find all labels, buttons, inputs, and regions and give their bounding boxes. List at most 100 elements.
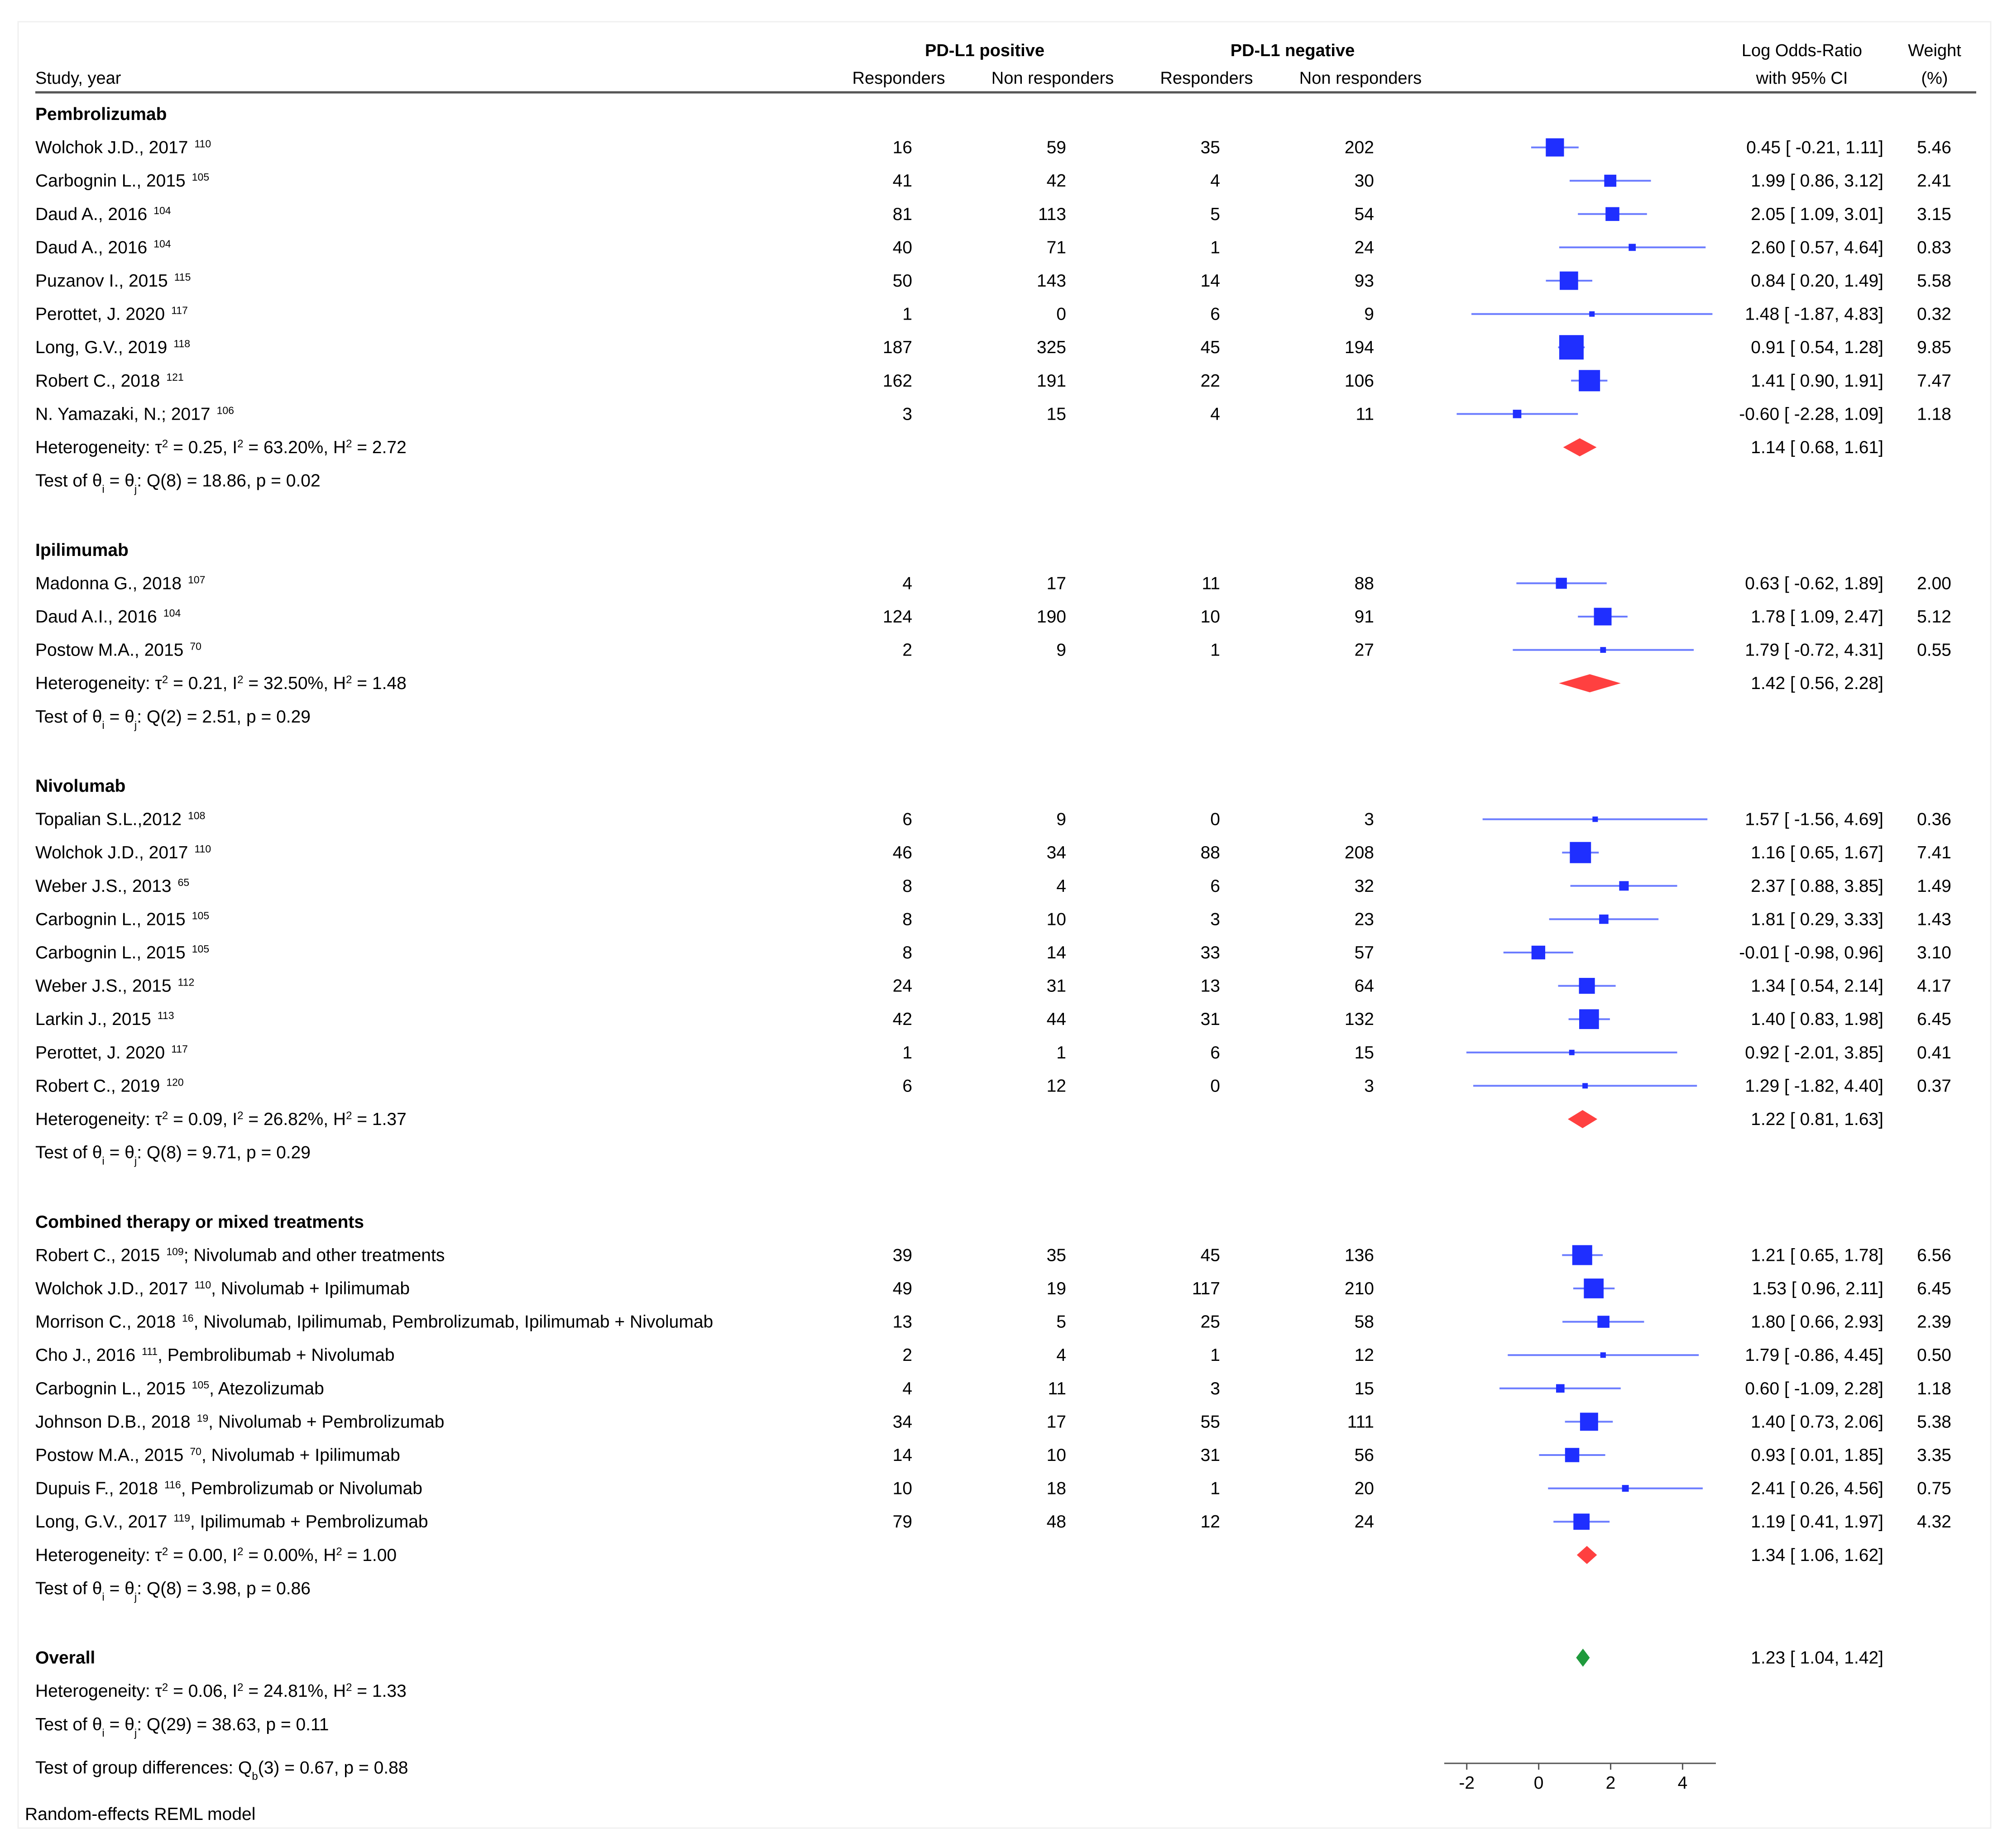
subgroup-title: Ipilimumab (35, 541, 129, 560)
pos-nonresponders-cell: 35 (1047, 1245, 1066, 1265)
comma: , (246, 471, 256, 491)
weight-cell: 0.75 (1917, 1479, 1951, 1499)
h2-label: , H (323, 1110, 346, 1129)
test-label: Test of θ (35, 707, 102, 727)
study-treatment-note: , Nivolumab + Ipilimumab (201, 1446, 400, 1465)
group-diff-label: Test of group differences: Q (35, 1758, 252, 1777)
study-marker (1556, 578, 1567, 589)
group-diff-value: (3) = 0.67, p = 0.88 (258, 1758, 408, 1777)
colon: : (137, 1579, 147, 1598)
col-header-weight-pct: (%) (1921, 69, 1948, 88)
superscript: 2 (162, 1545, 168, 1557)
study-reference: 117 (171, 305, 188, 316)
p-value: p = 0.11 (266, 1715, 329, 1734)
study-name: Robert C., 2015 (35, 1245, 160, 1265)
pos-responders-cell: 162 (883, 371, 912, 391)
col-header-pos-responders: Responders (853, 69, 945, 88)
neg-responders-cell: 25 (1201, 1312, 1220, 1332)
study-name: Larkin J., 2015 (35, 1010, 151, 1029)
pos-nonresponders-cell: 143 (1037, 271, 1066, 291)
pos-nonresponders-cell: 48 (1047, 1512, 1066, 1532)
neg-responders-cell: 6 (1210, 1043, 1220, 1063)
study-name: Postow M.A., 2015 (35, 1446, 183, 1465)
neg-responders-cell: 1 (1210, 641, 1220, 660)
pos-responders-cell: 187 (883, 338, 912, 357)
study-marker (1570, 842, 1591, 863)
study-label: Weber J.S., 2013 65 (35, 876, 189, 896)
pos-nonresponders-cell: 71 (1047, 238, 1066, 257)
neg-responders-cell: 45 (1201, 1245, 1220, 1265)
subscript: i (102, 1591, 104, 1603)
study-label: Daud A., 2016 104 (35, 205, 171, 224)
superscript: 2 (346, 438, 352, 450)
weight-cell: 1.49 (1917, 876, 1951, 896)
study-treatment-note: ; Nivolumab and other treatments (184, 1245, 445, 1265)
weight-cell: 1.18 (1917, 1379, 1951, 1398)
study-marker (1604, 174, 1617, 187)
col-header-effect-ci: with 95% CI (1756, 69, 1848, 88)
study-reference: 115 (174, 271, 191, 283)
study-reference: 109 (166, 1245, 183, 1257)
pos-responders-cell: 13 (893, 1312, 912, 1332)
i2-value: 24.81% (263, 1681, 323, 1701)
weight-cell: 5.46 (1917, 138, 1951, 158)
study-marker (1629, 244, 1636, 251)
neg-responders-cell: 117 (1192, 1279, 1220, 1298)
neg-nonresponders-cell: 57 (1355, 943, 1374, 962)
effect-estimate-ci: 1.21 [ 0.65, 1.78] (1751, 1245, 1883, 1265)
pos-nonresponders-cell: 9 (1056, 810, 1066, 829)
study-reference: 112 (178, 977, 195, 988)
study-marker (1599, 914, 1609, 924)
neg-responders-cell: 10 (1201, 607, 1220, 627)
effect-estimate-ci: 0.45 [ -0.21, 1.11] (1746, 138, 1883, 158)
weight-cell: 1.43 (1917, 910, 1951, 929)
neg-nonresponders-cell: 3 (1364, 1076, 1374, 1096)
neg-responders-cell: 22 (1201, 371, 1220, 391)
heterogeneity-label: Heterogeneity: τ (35, 438, 162, 457)
effect-estimate-ci: 0.84 [ 0.20, 1.49] (1751, 271, 1883, 291)
effect-estimate-ci: 0.63 [ -0.62, 1.89] (1745, 574, 1883, 593)
superscript: 2 (237, 1545, 243, 1557)
q-statistic: Q(8) = 9.71 (147, 1143, 236, 1163)
p-value: p = 0.29 (246, 1143, 311, 1163)
neg-nonresponders-cell: 208 (1345, 843, 1374, 862)
neg-nonresponders-cell: 136 (1345, 1245, 1374, 1265)
study-label: Daud A., 2016 104 (35, 238, 171, 257)
heterogeneity-label: Heterogeneity: τ (35, 1110, 162, 1129)
neg-nonresponders-cell: 24 (1355, 238, 1374, 257)
pos-nonresponders-cell: 4 (1056, 876, 1066, 896)
overall-diamond (1576, 1648, 1590, 1667)
study-reference: 65 (178, 876, 190, 888)
study-marker (1573, 1513, 1590, 1530)
overall-heterogeneity: Heterogeneity: τ2 = 0.06, I2 = 24.81%, H… (35, 1681, 407, 1701)
study-treatment-note: , Nivolumab + Pembrolizumab (208, 1412, 444, 1431)
effect-estimate-ci: 1.34 [ 0.54, 2.14] (1751, 977, 1883, 996)
subgroup-title: Pembrolizumab (35, 105, 167, 124)
study-label: Larkin J., 2015 113 (35, 1010, 174, 1029)
colon: : (137, 471, 147, 491)
neg-responders-cell: 3 (1210, 910, 1220, 929)
x-axis-tick-label: 2 (1606, 1773, 1616, 1793)
overall-title: Overall (35, 1648, 95, 1668)
h2-value: 1.37 (372, 1110, 407, 1129)
pos-responders-cell: 8 (902, 910, 912, 929)
pos-responders-cell: 2 (902, 641, 912, 660)
study-reference: 19 (197, 1412, 209, 1424)
neg-responders-cell: 4 (1210, 171, 1220, 191)
q-statistic: Q(29) = 38.63 (147, 1715, 256, 1734)
test-label: Test of θ (35, 1715, 102, 1734)
weight-cell: 2.00 (1917, 574, 1951, 593)
study-name: Johnson D.B., 2018 (35, 1412, 191, 1431)
study-label: Perottet, J. 2020 117 (35, 305, 188, 324)
pos-nonresponders-cell: 17 (1047, 1412, 1066, 1431)
p-value: p = 0.02 (256, 471, 321, 491)
neg-responders-cell: 6 (1210, 305, 1220, 324)
pos-nonresponders-cell: 10 (1047, 910, 1066, 929)
study-marker (1584, 1278, 1604, 1298)
h2-label: , H (314, 1546, 336, 1565)
neg-nonresponders-cell: 32 (1355, 876, 1374, 896)
study-treatment-note: , Pembrolizumab or Nivolumab (181, 1479, 422, 1499)
i2-value: 32.50% (263, 674, 323, 693)
effect-estimate-ci: 1.29 [ -1.82, 4.40] (1745, 1076, 1883, 1096)
study-reference: 105 (192, 171, 209, 183)
